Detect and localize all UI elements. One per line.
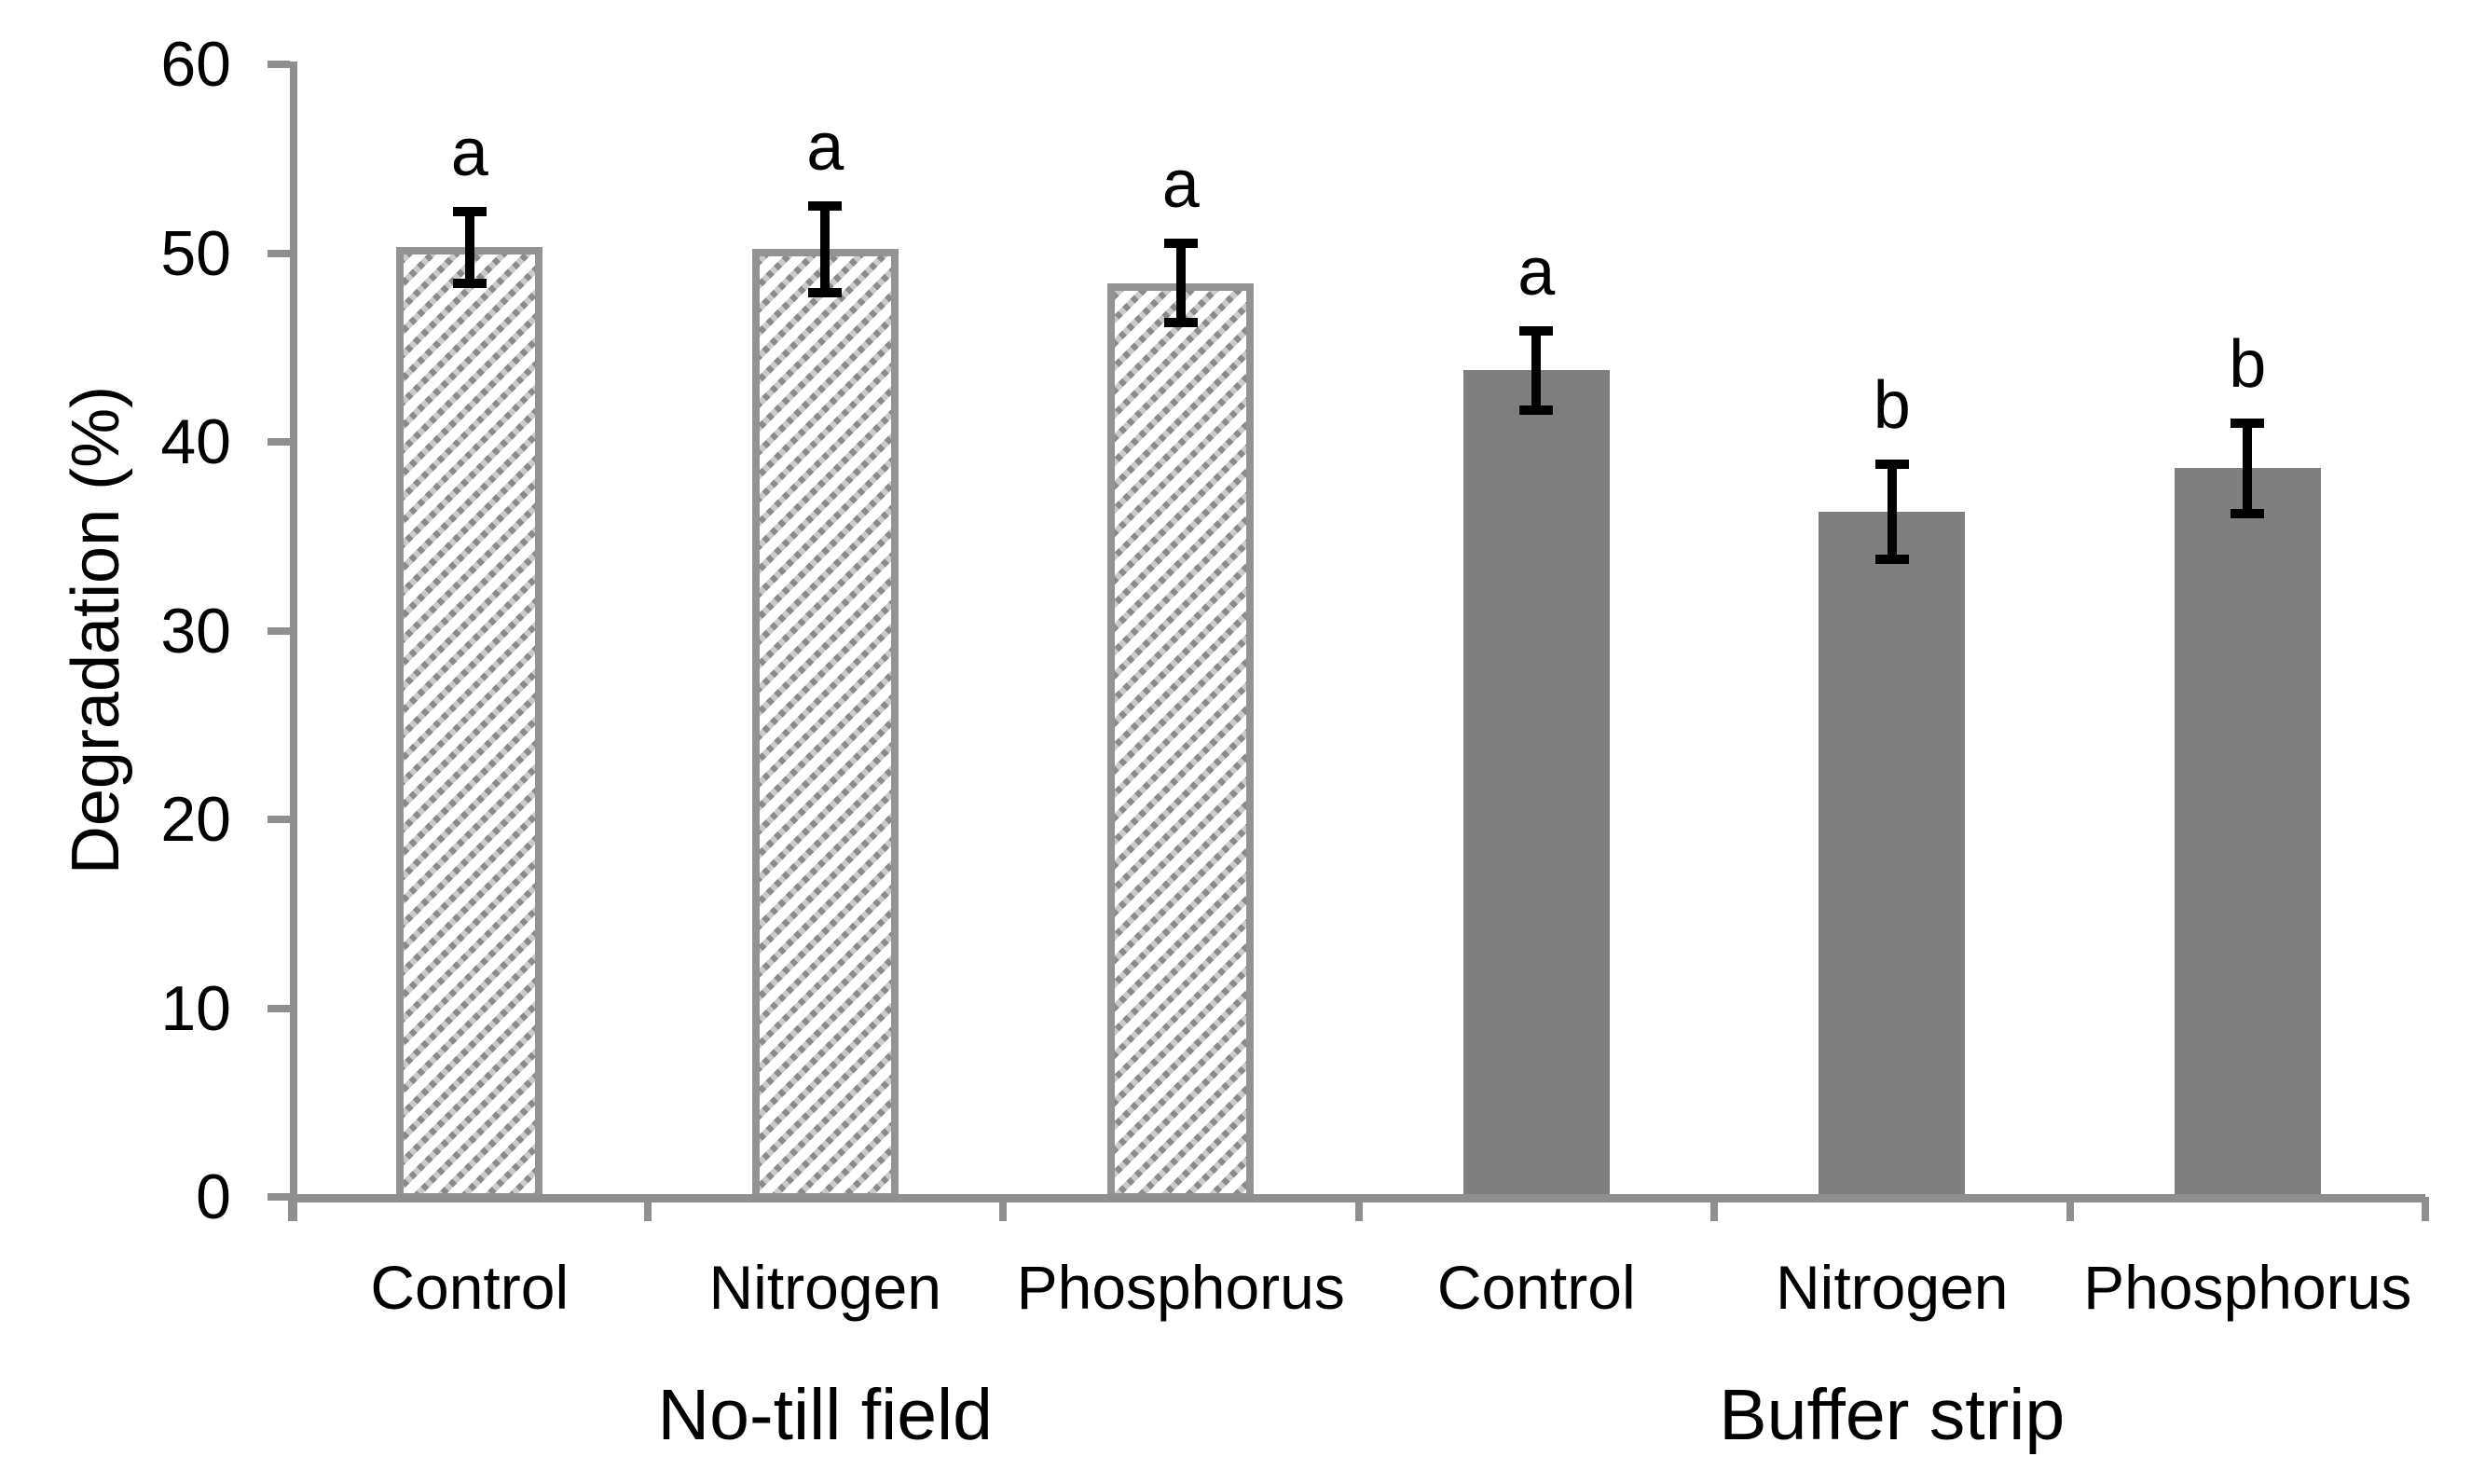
error-bar-cap-bottom-buffer-strip-nitrogen — [1874, 554, 1909, 564]
error-bar-cap-bottom-buffer-strip-phosphorus — [2231, 508, 2265, 518]
y-tick-10 — [268, 1004, 290, 1012]
y-tick-label-40: 40 — [160, 406, 231, 477]
x-boundary-tick-4 — [1710, 1197, 1718, 1221]
error-bar-line-no-till-field-control — [464, 211, 474, 283]
bar-no-till-field-nitrogen — [751, 249, 899, 1201]
y-tick-label-10: 10 — [160, 972, 231, 1044]
y-tick-0 — [268, 1193, 290, 1201]
y-tick-label-30: 30 — [160, 595, 231, 666]
x-category-label-no-till-field-control: Control — [370, 1253, 570, 1322]
x-category-label-buffer-strip-phosphorus: Phosphorus — [2083, 1253, 2412, 1322]
significance-letter-buffer-strip-phosphorus: b — [2229, 326, 2267, 402]
y-tick-20 — [268, 816, 290, 823]
x-category-label-buffer-strip-nitrogen: Nitrogen — [1776, 1253, 2009, 1322]
x-category-label-no-till-field-nitrogen: Nitrogen — [708, 1253, 941, 1322]
x-boundary-tick-3 — [1354, 1197, 1363, 1221]
x-boundary-tick-1 — [643, 1197, 652, 1221]
y-tick-30 — [268, 626, 290, 635]
x-category-label-buffer-strip-control: Control — [1436, 1253, 1636, 1322]
y-tick-label-0: 0 — [196, 1161, 231, 1232]
error-bar-line-no-till-field-nitrogen — [820, 205, 831, 294]
bar-buffer-strip-phosphorus — [2174, 468, 2321, 1201]
x-boundary-tick-0 — [288, 1197, 295, 1221]
y-axis-line — [290, 62, 297, 1221]
error-bar-cap-bottom-buffer-strip-control — [1519, 405, 1554, 415]
y-tick-label-50: 50 — [160, 217, 231, 289]
x-boundary-tick-5 — [2066, 1197, 2074, 1221]
x-category-label-no-till-field-phosphorus: Phosphorus — [1016, 1253, 1345, 1322]
y-tick-60 — [268, 61, 290, 68]
error-bar-cap-top-buffer-strip-control — [1519, 325, 1554, 336]
error-bar-cap-bottom-no-till-field-nitrogen — [808, 288, 843, 298]
significance-letter-no-till-field-control: a — [450, 115, 488, 190]
x-boundary-tick-6 — [2422, 1197, 2429, 1221]
error-bar-cap-top-buffer-strip-phosphorus — [2231, 418, 2265, 428]
error-bar-cap-top-no-till-field-nitrogen — [808, 200, 843, 211]
bar-buffer-strip-control — [1462, 370, 1610, 1201]
y-tick-label-20: 20 — [160, 784, 231, 855]
error-bar-line-buffer-strip-control — [1531, 330, 1542, 410]
y-tick-50 — [268, 249, 290, 257]
significance-letter-buffer-strip-nitrogen: b — [1873, 368, 1911, 444]
bar-no-till-field-control — [396, 247, 543, 1201]
significance-letter-no-till-field-nitrogen: a — [806, 109, 844, 185]
y-tick-label-60: 60 — [160, 29, 231, 100]
error-bar-line-buffer-strip-nitrogen — [1887, 464, 1897, 559]
x-group-label-buffer-strip: Buffer strip — [1719, 1375, 2066, 1455]
bar-no-till-field-phosphorus — [1107, 282, 1255, 1201]
error-bar-cap-top-no-till-field-phosphorus — [1163, 239, 1198, 249]
bar-buffer-strip-nitrogen — [1819, 511, 1966, 1201]
error-bar-cap-bottom-no-till-field-control — [452, 278, 487, 288]
x-boundary-tick-2 — [999, 1197, 1007, 1221]
error-bar-cap-bottom-no-till-field-phosphorus — [1163, 318, 1198, 328]
y-tick-40 — [268, 438, 290, 446]
error-bar-line-buffer-strip-phosphorus — [2243, 422, 2253, 514]
error-bar-line-no-till-field-phosphorus — [1175, 243, 1186, 323]
x-group-label-no-till-field: No-till field — [657, 1375, 993, 1455]
significance-letter-buffer-strip-control: a — [1517, 234, 1556, 309]
error-bar-cap-top-buffer-strip-nitrogen — [1874, 460, 1909, 470]
significance-letter-no-till-field-phosphorus: a — [1161, 147, 1200, 223]
error-bar-cap-top-no-till-field-control — [452, 206, 487, 216]
